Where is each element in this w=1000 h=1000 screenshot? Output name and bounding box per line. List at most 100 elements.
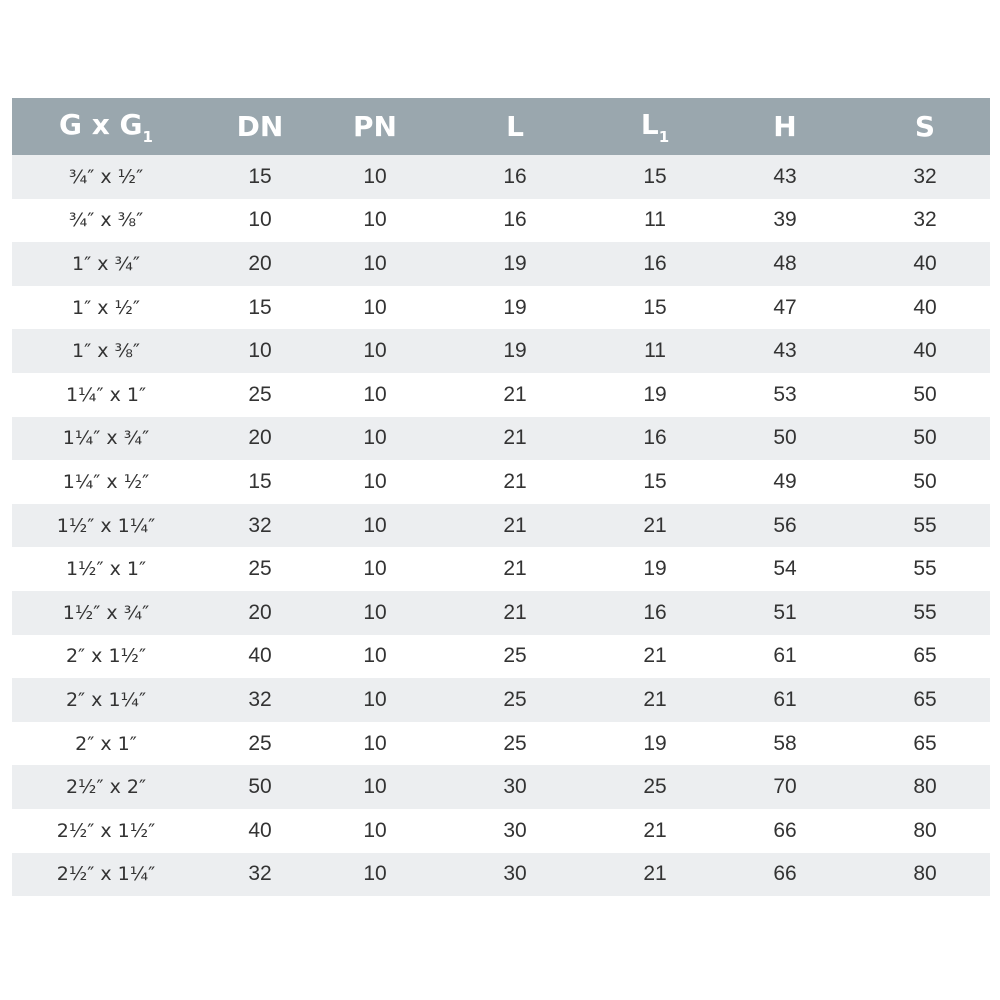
cell-g-x-g1: 1″ x ¾″: [12, 242, 200, 286]
cell-l1: 19: [643, 731, 667, 755]
cell-g-x-g1: 1¼″ x ½″: [62, 470, 150, 493]
table-row: 1½″ x ¾″ 20 10 21 16 51 55: [12, 590, 990, 635]
cell-s: 50: [913, 382, 937, 406]
cell-h: 48: [710, 242, 860, 286]
cell-s: 65: [860, 678, 990, 722]
cell-l: 25: [503, 644, 527, 668]
cell-s: 55: [913, 557, 937, 581]
cell-l1: 19: [643, 557, 667, 581]
cell-h: 58: [773, 731, 797, 755]
cell-h: 39: [773, 208, 797, 232]
cell-dn: 15: [200, 155, 320, 199]
cell-g-x-g1: 2″ x 1½″: [65, 645, 147, 668]
cell-dn: 25: [248, 382, 272, 406]
cell-l: 21: [430, 503, 600, 548]
cell-h: 47: [773, 295, 797, 319]
cell-dn: 32: [200, 852, 320, 897]
table-row: 2½″ x 1¼″ 32 10 30 21 66 80: [12, 852, 990, 897]
column-header-dn: DN: [200, 98, 320, 155]
cell-l1: 21: [643, 644, 667, 668]
cell-l: 21: [503, 557, 527, 581]
cell-l: 21: [430, 416, 600, 461]
cell-pn: 10: [320, 329, 430, 373]
cell-pn: 10: [320, 155, 430, 199]
cell-s: 65: [913, 644, 937, 668]
cell-h: 50: [710, 416, 860, 461]
cell-l1: 15: [643, 469, 667, 493]
cell-pn: 10: [363, 818, 387, 842]
cell-pn: 10: [363, 382, 387, 406]
table-row: 2″ x 1″ 25 10 25 19 58 65: [12, 722, 990, 766]
cell-h: 61: [710, 678, 860, 722]
cell-l: 25: [503, 731, 527, 755]
table-row: 1½″ x 1¼″ 32 10 21 21 56 55: [12, 503, 990, 548]
cell-l1: 21: [600, 852, 710, 897]
cell-pn: 10: [320, 416, 430, 461]
cell-pn: 10: [363, 557, 387, 581]
cell-g-x-g1: 1½″ x 1″: [65, 558, 147, 581]
cell-l1: 16: [600, 590, 710, 635]
cell-s: 32: [860, 155, 990, 199]
cell-g-x-g1: 1½″ x 1¼″: [12, 503, 200, 548]
cell-dn: 40: [248, 644, 272, 668]
cell-s: 65: [913, 731, 937, 755]
cell-l: 21: [503, 469, 527, 493]
table-row: 2″ x 1¼″ 32 10 25 21 61 65: [12, 678, 990, 722]
column-header-l: L: [430, 98, 600, 155]
cell-dn: 20: [200, 416, 320, 461]
table-row: 2½″ x 1½″ 40 10 30 21 66 80: [12, 809, 990, 853]
table-row: 1″ x ¾″ 20 10 19 16 48 40: [12, 242, 990, 286]
cell-pn: 10: [363, 731, 387, 755]
cell-g-x-g1: 2½″ x 1½″: [56, 819, 156, 842]
cell-dn: 32: [200, 678, 320, 722]
cell-pn: 10: [320, 503, 430, 548]
column-header-l1: L1: [600, 98, 710, 155]
cell-h: 70: [710, 765, 860, 809]
cell-h: 51: [710, 590, 860, 635]
cell-s: 55: [860, 503, 990, 548]
cell-h: 56: [710, 503, 860, 548]
cell-s: 32: [913, 208, 937, 232]
cell-pn: 10: [363, 295, 387, 319]
cell-g-x-g1: 2½″ x 2″: [12, 765, 200, 809]
cell-g-x-g1: 1¼″ x 1″: [65, 383, 147, 406]
cell-l: 21: [430, 590, 600, 635]
cell-pn: 10: [320, 242, 430, 286]
cell-l1: 19: [643, 382, 667, 406]
cell-l1: 11: [644, 208, 666, 232]
cell-g-x-g1: 2″ x 1¼″: [12, 678, 200, 722]
cell-dn: 32: [200, 503, 320, 548]
cell-l: 19: [430, 242, 600, 286]
column-header-subscript: 1: [142, 127, 153, 146]
cell-l1: 15: [600, 155, 710, 199]
cell-dn: 20: [200, 590, 320, 635]
cell-s: 80: [913, 818, 937, 842]
cell-l1: 15: [643, 295, 667, 319]
column-header-label: L: [640, 107, 659, 141]
cell-h: 43: [710, 155, 860, 199]
column-header-label: H: [773, 110, 797, 143]
cell-l1: 11: [600, 329, 710, 373]
table-row: 2″ x 1½″ 40 10 25 21 61 65: [12, 635, 990, 679]
cell-l: 30: [430, 765, 600, 809]
cell-h: 53: [773, 382, 797, 406]
cell-pn: 10: [320, 678, 430, 722]
cell-l1: 21: [643, 818, 667, 842]
cell-g-x-g1: ¾″ x ½″: [12, 155, 200, 199]
cell-dn: 15: [248, 469, 272, 493]
table-row: ¾″ x ½″ 15 10 16 15 43 32: [12, 155, 990, 199]
cell-g-x-g1: ¾″ x ⅜″: [68, 209, 144, 232]
column-header-label: DN: [236, 110, 284, 143]
cell-l1: 16: [600, 416, 710, 461]
cell-l: 21: [503, 382, 527, 406]
cell-l1: 16: [600, 242, 710, 286]
cell-g-x-g1: 2″ x 1″: [75, 732, 137, 755]
cell-h: 61: [773, 644, 797, 668]
cell-dn: 25: [248, 731, 272, 755]
cell-g-x-g1: 1½″ x ¾″: [12, 590, 200, 635]
cell-dn: 25: [248, 557, 272, 581]
cell-h: 66: [710, 852, 860, 897]
cell-h: 49: [773, 469, 797, 493]
cell-s: 50: [860, 416, 990, 461]
cell-l: 30: [503, 818, 527, 842]
